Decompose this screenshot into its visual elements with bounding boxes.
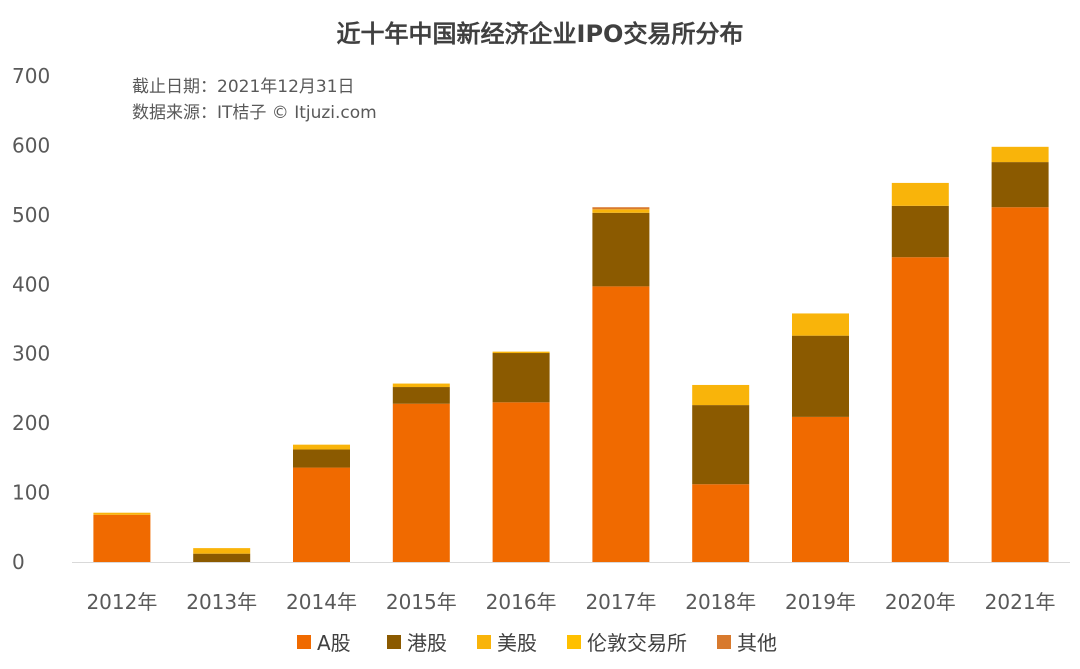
legend-swatch — [567, 635, 581, 649]
bar-segment — [692, 405, 750, 485]
bar-segment — [293, 449, 350, 468]
legend-label: 伦敦交易所 — [587, 631, 687, 655]
y-tick-label: 500 — [12, 203, 50, 227]
bar-segment — [592, 207, 650, 210]
bar-segment — [891, 205, 949, 258]
bar-segment — [891, 182, 949, 206]
bar-segment — [991, 162, 1049, 208]
bar-segment — [392, 383, 450, 388]
bar-segment — [792, 335, 849, 417]
logo-icon — [7, 637, 39, 655]
bar-segment — [492, 351, 550, 354]
cutoff-date-note: 截止日期：2021年12月31日 — [132, 77, 355, 97]
legend-swatch — [717, 635, 731, 649]
x-tick-label: 2014年 — [286, 590, 357, 614]
bar-segment — [293, 444, 350, 450]
bar-segment — [492, 353, 550, 403]
bar-segment — [193, 548, 251, 554]
bar-segment — [991, 207, 1049, 562]
bar-segment — [592, 286, 650, 562]
bar-segment — [492, 402, 550, 562]
y-tick-label: 100 — [12, 481, 50, 505]
bar-segment — [592, 209, 650, 213]
y-tick-label: 200 — [12, 411, 50, 435]
x-tick-label: 2013年 — [186, 590, 257, 614]
bar-segment — [891, 257, 949, 562]
legend-label: 港股 — [407, 631, 447, 655]
bar-segment — [592, 212, 650, 287]
x-tick-label: 2019年 — [785, 590, 856, 614]
legend-swatch — [387, 635, 401, 649]
bar-segment — [293, 467, 350, 562]
bar-segment — [692, 384, 750, 406]
x-tick-label: 2016年 — [486, 590, 557, 614]
y-tick-label: 700 — [12, 64, 50, 88]
y-tick-label: 600 — [12, 133, 50, 157]
source-note: 数据来源：IT桔子 © Itjuzi.com — [132, 103, 377, 123]
bar-segment — [792, 416, 849, 562]
y-tick-label: 400 — [12, 272, 50, 296]
bars — [93, 146, 1049, 562]
bar-segment — [991, 146, 1049, 163]
x-tick-label: 2020年 — [885, 590, 956, 614]
x-tick-label: 2021年 — [985, 590, 1056, 614]
chart-title: 近十年中国新经济企业IPO交易所分布 — [337, 20, 744, 48]
x-tick-label: 2018年 — [685, 590, 756, 614]
bar-segment — [93, 512, 151, 515]
x-tick-label: 2012年 — [86, 590, 157, 614]
x-tick-label: 2015年 — [386, 590, 457, 614]
legend-label: 其他 — [737, 631, 777, 655]
x-tick-label: 2017年 — [585, 590, 656, 614]
bar-segment — [392, 387, 450, 404]
bar-segment — [193, 553, 251, 562]
legend-swatch — [477, 635, 491, 649]
watermark: 大数跨境 — [7, 635, 128, 659]
axes: 0 100 200 300 400 500 600 700 2012年 2013年 2014年 201… — [12, 64, 1070, 614]
legend-swatch — [297, 635, 311, 649]
bar-segment — [93, 514, 151, 562]
legend-label: 美股 — [497, 631, 537, 655]
legend: A股 港股 美股 伦敦交易所 其他 — [297, 631, 777, 655]
y-tick-label: 0 — [12, 550, 25, 574]
bar-segment — [792, 313, 849, 336]
y-tick-label: 300 — [12, 342, 50, 366]
watermark-label: 大数跨境 — [48, 635, 128, 659]
bar-segment — [692, 484, 750, 562]
bar-segment — [392, 403, 450, 562]
legend-label: A股 — [317, 631, 351, 655]
